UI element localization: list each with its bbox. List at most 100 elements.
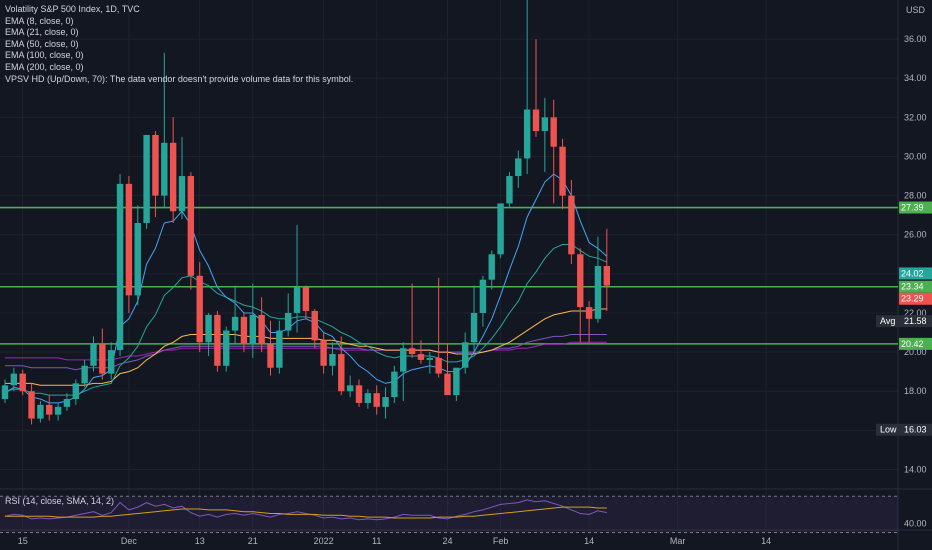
candle-down bbox=[302, 287, 310, 312]
candle-down bbox=[214, 314, 221, 366]
candle-down bbox=[550, 117, 557, 147]
price-tick-label: 22.00 bbox=[904, 308, 927, 318]
time-axis[interactable]: 15 Dec 13 21 2022 11 24 Feb 14 Mar 14 bbox=[18, 536, 771, 546]
time-tick-label: 11 bbox=[372, 536, 381, 546]
candle-up bbox=[497, 203, 504, 255]
candle-down bbox=[435, 357, 442, 374]
candle-up bbox=[382, 397, 389, 407]
candle-up bbox=[479, 279, 487, 313]
price-badge bbox=[899, 292, 932, 305]
price-tick-label: 20.00 bbox=[904, 347, 927, 357]
candle-up bbox=[108, 350, 115, 374]
candle-up bbox=[453, 367, 460, 396]
candle-down bbox=[125, 183, 133, 296]
price-tick-label: 14.00 bbox=[904, 464, 927, 474]
candle-down bbox=[444, 373, 451, 396]
candle-up bbox=[488, 254, 495, 280]
candle-up bbox=[594, 266, 602, 319]
candle-up bbox=[523, 109, 531, 159]
rsi-ma-line bbox=[5, 506, 607, 519]
price-badge bbox=[899, 267, 932, 280]
rsi-legend[interactable]: RSI (14, close, SMA, 14, 2) bbox=[5, 496, 115, 506]
candle-up bbox=[249, 314, 256, 345]
candle-up bbox=[223, 330, 230, 366]
candle-down bbox=[355, 385, 363, 403]
candle-up bbox=[400, 348, 407, 372]
price-badge-label: 23.34 bbox=[901, 282, 924, 292]
candle-up bbox=[134, 222, 141, 296]
legend-ema-200[interactable]: EMA (200, close, 0) bbox=[5, 61, 84, 72]
candle-up bbox=[1, 385, 9, 400]
candle-up bbox=[54, 406, 62, 415]
price-tick-label: 18.00 bbox=[904, 386, 927, 396]
candle-down bbox=[19, 373, 26, 392]
candle-up bbox=[161, 142, 168, 196]
candle-up bbox=[10, 373, 18, 386]
candlesticks bbox=[1, 0, 610, 425]
candle-down bbox=[577, 254, 584, 308]
marker-value: 21.58 bbox=[904, 316, 927, 326]
candle-up bbox=[426, 357, 433, 360]
price-badge-label: 27.39 bbox=[901, 203, 924, 213]
candle-up bbox=[178, 176, 186, 212]
price-tick-label: 34.00 bbox=[904, 73, 927, 83]
legend-ema-50[interactable]: EMA (50, close, 0) bbox=[5, 38, 79, 49]
candle-up bbox=[391, 371, 398, 398]
candle-down bbox=[585, 307, 593, 319]
candle-up bbox=[462, 342, 469, 368]
candle-up bbox=[541, 117, 549, 132]
candle-up bbox=[364, 393, 372, 403]
legend-vpsv[interactable]: VPSV HD (Up/Down, 70): The data vendor d… bbox=[5, 73, 354, 84]
candle-up bbox=[346, 385, 354, 392]
candle-down bbox=[152, 134, 159, 196]
candle-up bbox=[72, 383, 79, 400]
candle-down bbox=[99, 344, 106, 374]
candle-up bbox=[515, 158, 522, 177]
rsi-pane bbox=[0, 495, 898, 534]
rsi-tick-label: 40.00 bbox=[904, 518, 927, 528]
candle-down bbox=[240, 316, 248, 345]
rsi-line bbox=[4, 499, 607, 521]
time-tick-label: 24 bbox=[442, 536, 452, 546]
candle-up bbox=[329, 354, 336, 366]
price-badge-label: 24.02 bbox=[901, 268, 924, 278]
candle-down bbox=[187, 176, 195, 276]
candle-down bbox=[338, 354, 345, 392]
candle-down bbox=[311, 311, 318, 341]
candle-up bbox=[506, 176, 513, 204]
legend-ema-8[interactable]: EMA (8, close, 0) bbox=[5, 15, 74, 26]
candle-up bbox=[143, 134, 150, 223]
price-badge bbox=[899, 201, 932, 214]
time-tick-label: 21 bbox=[248, 536, 258, 546]
symbol-title[interactable]: Volatility S&P 500 Index, 1D, TVC bbox=[5, 4, 140, 14]
candle-up bbox=[116, 183, 124, 351]
price-tick-label: 32.00 bbox=[904, 112, 927, 122]
candle-up bbox=[293, 287, 301, 313]
price-tick-label: 28.00 bbox=[904, 191, 927, 201]
candle-up bbox=[470, 312, 478, 343]
candle-up bbox=[205, 314, 212, 343]
price-tick-label: 30.00 bbox=[904, 151, 927, 161]
time-tick-label: Mar bbox=[670, 536, 686, 546]
candle-up bbox=[63, 399, 71, 407]
candle-up bbox=[81, 365, 88, 384]
legend-ema-21[interactable]: EMA (21, close, 0) bbox=[5, 27, 79, 38]
marker-label: Low bbox=[880, 425, 897, 435]
marker-label: Avg bbox=[880, 316, 895, 326]
price-tick-label: 36.00 bbox=[904, 34, 927, 44]
candle-down bbox=[169, 142, 177, 212]
marker-value: 16.03 bbox=[904, 425, 927, 435]
time-tick-label: 14 bbox=[584, 536, 594, 546]
candle-down bbox=[196, 275, 203, 343]
candle-up bbox=[37, 404, 44, 419]
price-tick-label: 26.00 bbox=[904, 230, 927, 240]
candle-down bbox=[568, 195, 575, 255]
candle-down bbox=[258, 314, 265, 345]
currency-label: USD bbox=[906, 5, 926, 15]
legend-ema-100[interactable]: EMA (100, close, 0) bbox=[5, 50, 84, 61]
time-tick-label: Dec bbox=[121, 536, 138, 546]
price-badge-label: 23.29 bbox=[901, 294, 924, 304]
candle-down bbox=[267, 344, 274, 368]
